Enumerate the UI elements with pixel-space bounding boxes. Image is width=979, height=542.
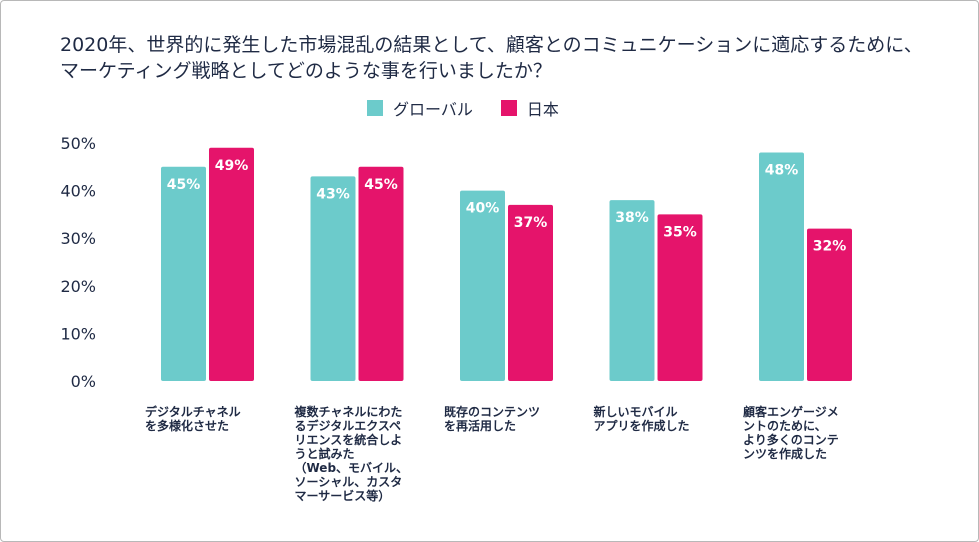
- legend-label-global: グローバル: [393, 100, 473, 119]
- legend-swatch-global: [367, 100, 383, 116]
- bar-global: [310, 176, 356, 381]
- bar-value-label: 32%: [813, 239, 847, 255]
- y-tick-label: 50%: [60, 134, 96, 153]
- bar-japan: [508, 204, 553, 381]
- category-label: 複数チャネルにわた るデジタルエクスペ リエンスを統合しよ うと試みた （Web…: [294, 405, 409, 503]
- y-tick-label: 0%: [71, 372, 96, 391]
- bar-value-label: 45%: [364, 177, 398, 193]
- y-tick-label: 20%: [60, 277, 96, 296]
- bar-value-label: 35%: [663, 224, 697, 240]
- category-label: 顧客エンゲージメ ントのために、 より多くのコンテ ンツを作成した: [743, 405, 839, 461]
- legend-swatch-japan: [500, 100, 517, 116]
- category-label: 新しいモバイル アプリを作成した: [593, 405, 690, 433]
- bar-value-label: 49%: [215, 158, 249, 174]
- legend-item-global: グローバル: [367, 96, 473, 120]
- bar-value-label: 48%: [765, 163, 799, 179]
- legend-item-japan: 日本: [500, 96, 559, 120]
- chart-title: 2020年、世界的に発生した市場混乱の結果として、顧客とのコミュニケーションに適…: [60, 34, 923, 82]
- bar-value-label: 37%: [514, 215, 548, 231]
- bar-global: [161, 166, 206, 381]
- bar-value-label: 38%: [615, 210, 649, 226]
- bar-japan: [657, 214, 703, 381]
- y-tick-label: 40%: [60, 182, 96, 201]
- bar-value-label: 45%: [167, 177, 201, 193]
- bar-global: [460, 190, 505, 381]
- y-tick-label: 10%: [60, 324, 96, 343]
- legend-label-japan: 日本: [526, 100, 559, 119]
- bar-japan: [358, 166, 404, 381]
- bar-japan: [209, 147, 254, 381]
- category-label: デジタルチャネル を多様化させた: [145, 405, 241, 433]
- legend: グローバル 日本: [367, 96, 559, 120]
- bar-value-label: 40%: [466, 201, 500, 217]
- category-label: 既存のコンテンツ を再活用した: [444, 405, 541, 433]
- bar-value-label: 43%: [316, 186, 350, 202]
- bar-global: [759, 152, 804, 381]
- y-tick-label: 30%: [60, 229, 96, 248]
- bar-japan: [807, 228, 852, 381]
- bar-global: [609, 200, 655, 381]
